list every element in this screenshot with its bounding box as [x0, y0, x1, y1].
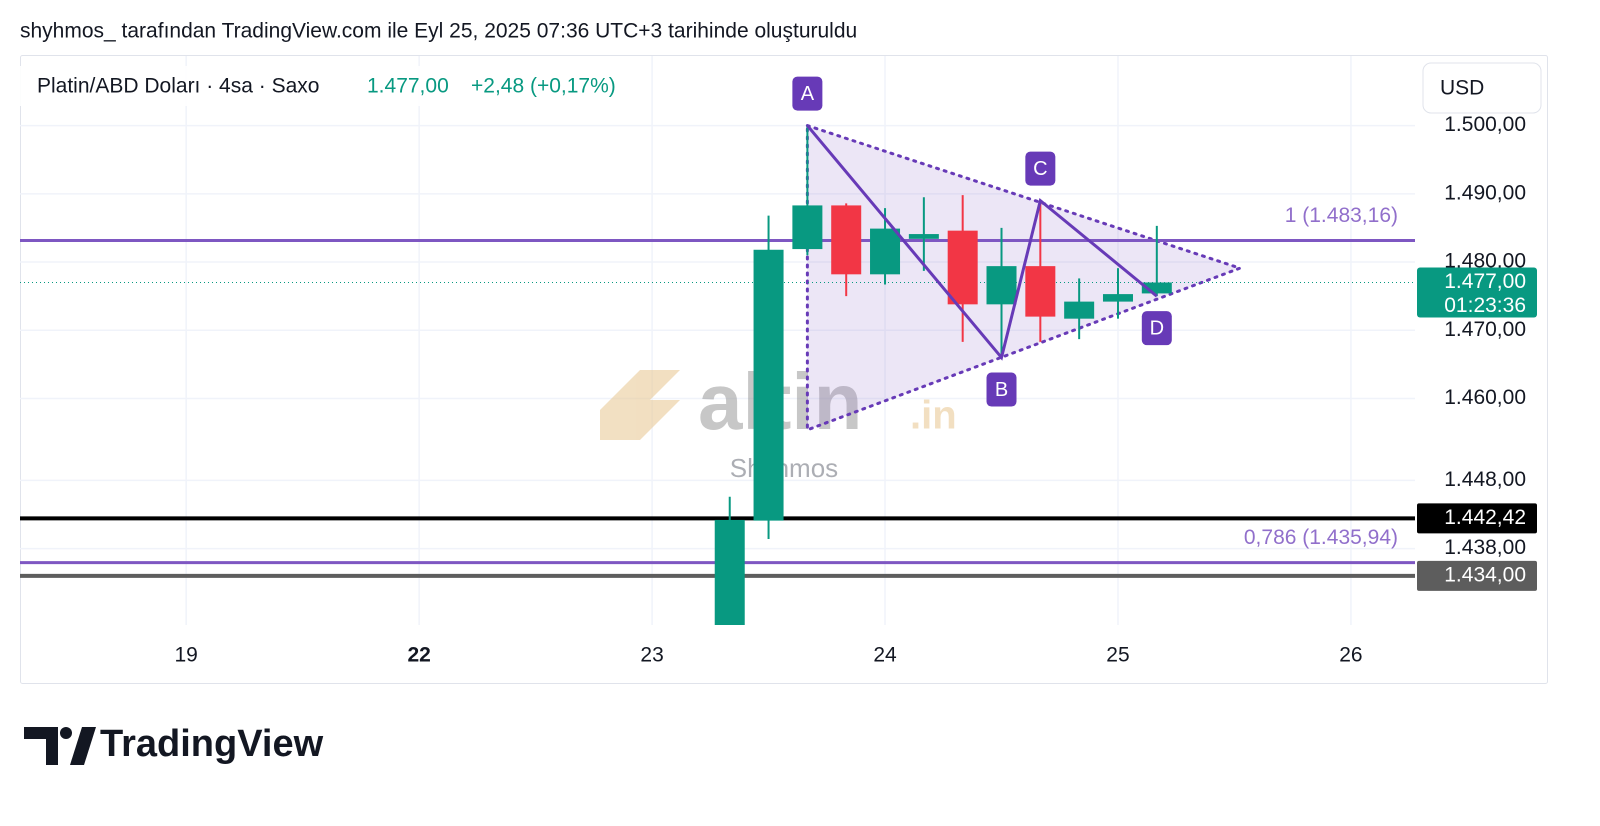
x-tick-label: 26 — [1339, 644, 1362, 667]
price-box-label: 1.434,00 — [1444, 563, 1526, 586]
price-box — [1417, 503, 1537, 534]
y-tick-label: 1.460,00 — [1444, 386, 1526, 409]
x-tick-label: 19 — [174, 644, 197, 667]
x-tick-label: 25 — [1106, 644, 1129, 667]
watermark-icon — [600, 370, 680, 440]
candle-body — [831, 205, 862, 275]
pattern-point-label: B — [995, 379, 1008, 401]
candle-body — [792, 205, 823, 250]
watermark-author: Shyhmos — [730, 453, 838, 483]
candle-body — [1102, 294, 1133, 302]
grid — [20, 56, 1415, 625]
last-price-text: 1.477,00 — [367, 75, 449, 98]
watermark-suffix: .in — [910, 394, 957, 438]
candle-body — [908, 234, 939, 239]
candle-body — [1064, 301, 1095, 319]
tv-logo-text: TradingView — [100, 723, 324, 765]
tv-logo-dot — [60, 727, 72, 739]
candle-body — [1141, 282, 1172, 294]
y-tick-label: 1.470,00 — [1444, 318, 1526, 341]
axes: 1.500,00 1.490,00 1.480,00 1.470,00 1.460,00… — [174, 76, 1537, 667]
pattern-point-badge — [1025, 151, 1056, 186]
pattern-point-label: C — [1033, 158, 1047, 180]
price-box-label: 1.442,42 — [1444, 506, 1526, 529]
last-price-box — [1417, 267, 1537, 318]
x-tick-label: 24 — [873, 644, 897, 667]
symbol-title: Platin/ABD Doları · 4sa · Saxo — [37, 75, 319, 98]
pattern-point-label: A — [801, 83, 815, 105]
y-tick-label: 1.480,00 — [1444, 250, 1526, 273]
chart-frame — [20, 55, 1548, 684]
pattern-point-badge — [1141, 311, 1172, 346]
candle-body — [1025, 266, 1056, 317]
change-text: +2,48 (+0,17%) — [471, 75, 616, 98]
tv-logo-slash — [70, 727, 96, 765]
y-tick-label: 1.490,00 — [1444, 181, 1526, 204]
plot — [20, 123, 1415, 625]
last-price-label: 1.477,00 — [1444, 270, 1526, 293]
legend-bg — [20, 66, 650, 106]
candle-body — [947, 230, 978, 305]
candle-body — [870, 228, 901, 275]
price-box — [1417, 560, 1537, 591]
candle-body — [714, 519, 745, 625]
triangle-pattern — [805, 123, 1245, 433]
candle-body — [753, 249, 784, 521]
fib-label: 0,786 (1.435,94) — [1244, 526, 1398, 549]
currency[interactable]: USD — [1440, 77, 1484, 100]
caption: shyhmos_ tarafından TradingView.com ile … — [20, 20, 857, 43]
tv-logo: TradingView — [24, 723, 324, 765]
abcd-line — [806, 124, 1158, 361]
fib-label: 1 (1.483,16) — [1285, 204, 1398, 227]
x-tick-label: 23 — [640, 644, 663, 667]
pattern-point-badge — [792, 76, 823, 111]
tv-logo-mark — [24, 727, 58, 765]
countdown: 01:23:36 — [1444, 294, 1526, 317]
y-tick-label: 1.500,00 — [1444, 113, 1526, 136]
candle-body — [986, 266, 1017, 305]
x-tick-label: 22 — [407, 644, 430, 667]
currency-button[interactable] — [1422, 62, 1542, 114]
y-tick-label: 1.438,00 — [1444, 536, 1526, 559]
pattern-point-badge — [986, 372, 1017, 407]
pattern-point-label: D — [1150, 317, 1164, 339]
y-tick-label: 1.448,00 — [1444, 468, 1526, 491]
